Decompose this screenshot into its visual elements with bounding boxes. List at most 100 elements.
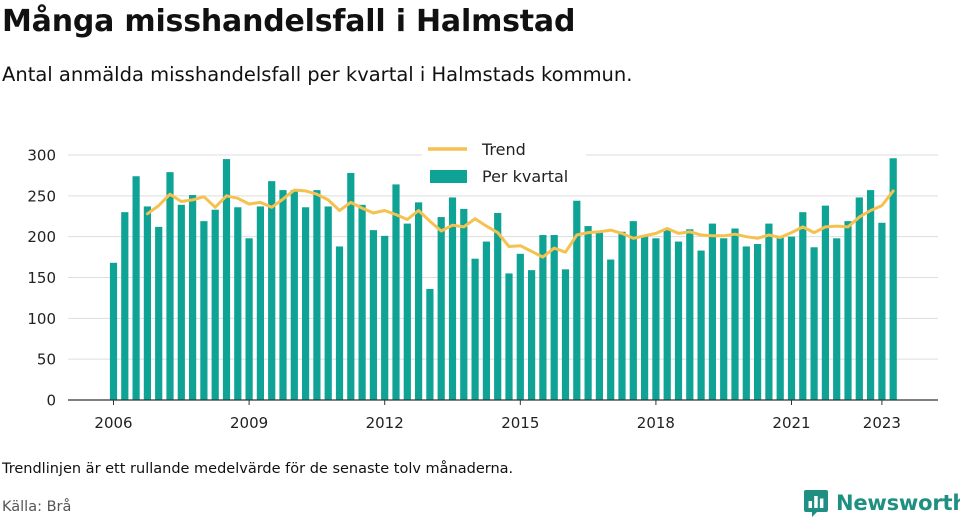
bar (821, 205, 829, 400)
chart-subtitle: Antal anmälda misshandelsfall per kvarta… (2, 63, 633, 86)
bar (776, 237, 784, 400)
bar (234, 207, 242, 400)
bar (686, 229, 694, 400)
bar (347, 172, 355, 400)
legend-label-trend: Trend (481, 140, 526, 159)
bar (595, 232, 603, 400)
bar (674, 241, 683, 400)
bar (867, 190, 875, 400)
brand: Newsworthy (803, 488, 960, 518)
bar (403, 223, 411, 400)
bar (200, 221, 208, 400)
bar (844, 221, 852, 400)
bar (742, 246, 750, 400)
bar (799, 212, 807, 400)
bar (539, 235, 547, 400)
bar (358, 204, 366, 400)
bar (754, 244, 762, 400)
bar (211, 209, 219, 400)
axes: 0 50 100 150 200 250 300 2006 2009 2012 2015 2018 20… (27, 147, 938, 432)
bar (222, 159, 231, 400)
legend: Trend Per kvartal (422, 139, 586, 191)
source-credit: Källa: Brå (2, 499, 72, 515)
chart-title: Många misshandelsfall i Halmstad (2, 4, 576, 39)
bar (708, 223, 716, 400)
bar (550, 235, 558, 400)
brand-name: Newsworthy (836, 491, 960, 515)
bar (731, 228, 739, 400)
bar (482, 241, 490, 400)
bar (189, 195, 197, 400)
bar (143, 206, 151, 400)
bar (369, 230, 377, 400)
bar (426, 288, 434, 400)
trend-line (145, 188, 895, 259)
bar (810, 247, 818, 400)
y-tick-label: 100 (27, 310, 56, 328)
bar (505, 273, 513, 400)
bar (720, 238, 728, 400)
bar (177, 204, 185, 400)
bar (855, 197, 863, 400)
footnote: Trendlinjen är ett rullande medelvärde f… (2, 461, 514, 477)
x-tick-label: 2015 (501, 414, 539, 432)
y-tick-label: 50 (37, 351, 56, 369)
bar (279, 190, 287, 400)
bar (787, 236, 796, 400)
bar (584, 226, 592, 400)
x-tick-label: 2012 (366, 414, 404, 432)
bar (268, 181, 276, 400)
bar (528, 270, 536, 400)
bar (663, 229, 671, 400)
x-tick-label: 2006 (94, 414, 132, 432)
y-tick-label: 250 (27, 187, 56, 205)
bar (437, 217, 445, 400)
bar (166, 172, 174, 400)
bar (381, 235, 389, 400)
bar (697, 250, 705, 400)
x-tick-label: 2021 (772, 414, 810, 432)
x-tick-label: 2018 (637, 414, 675, 432)
bar (415, 202, 423, 400)
bar (448, 197, 457, 400)
x-tick-label: 2023 (863, 414, 901, 432)
bar (302, 207, 310, 400)
bar (573, 200, 581, 400)
chart-area: 0 50 100 150 200 250 300 2006 2009 2012 2015 2018 20… (27, 139, 938, 432)
bar (629, 221, 637, 400)
bar (878, 222, 886, 400)
bar (155, 226, 163, 400)
bar (889, 158, 897, 400)
bar (121, 212, 129, 400)
trend-series (145, 188, 895, 259)
bar (245, 238, 253, 400)
y-tick-label: 300 (27, 147, 56, 165)
bar (132, 176, 140, 400)
bar (324, 206, 332, 400)
bar (652, 238, 660, 400)
y-tick-label: 0 (46, 392, 56, 410)
bar-chart-logo-icon (804, 490, 828, 517)
bar (618, 231, 626, 400)
y-tick-label: 150 (27, 269, 56, 287)
bar (290, 190, 298, 400)
bar (335, 246, 344, 400)
bar (313, 190, 321, 400)
bar (833, 238, 841, 400)
bar (516, 253, 524, 400)
bar (641, 235, 649, 400)
bar (256, 206, 264, 400)
bar (460, 208, 468, 400)
bar (765, 223, 773, 400)
bar (494, 212, 502, 400)
bar (109, 262, 118, 400)
legend-label-bars: Per kvartal (482, 167, 568, 186)
bar (471, 258, 479, 400)
bar (561, 269, 570, 400)
bar-series (109, 158, 897, 400)
legend-swatch-bars (430, 170, 467, 183)
x-tick-label: 2009 (230, 414, 268, 432)
bar (607, 259, 615, 400)
y-tick-label: 200 (27, 228, 56, 246)
bar (392, 184, 400, 400)
